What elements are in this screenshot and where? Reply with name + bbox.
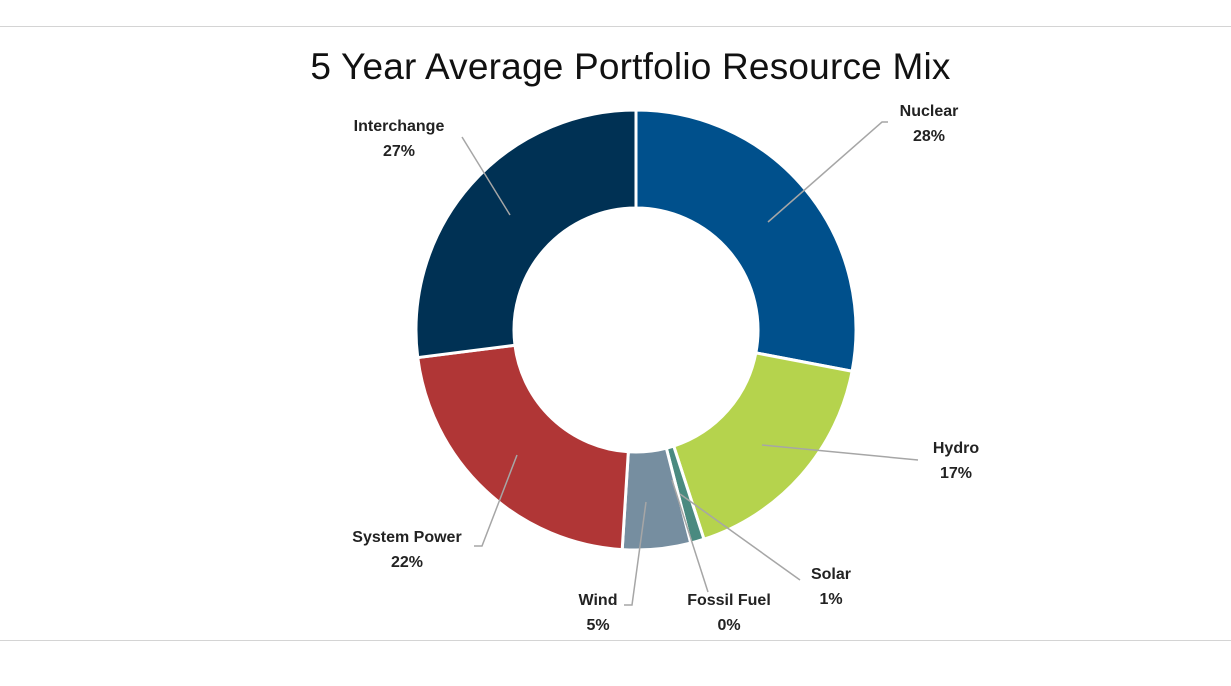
data-label-value: 0% bbox=[717, 617, 740, 634]
data-label-value: 28% bbox=[913, 128, 945, 145]
data-label-name: Hydro bbox=[933, 440, 979, 457]
data-label-name: Nuclear bbox=[900, 103, 959, 120]
slice-hydro bbox=[671, 351, 854, 542]
leader-line-interchange bbox=[461, 136, 511, 216]
data-label-hydro: Hydro 17% bbox=[933, 440, 979, 482]
leader-line-nuclear bbox=[767, 121, 888, 223]
leader-line-wind bbox=[624, 501, 647, 606]
data-label-nuclear: Nuclear 28% bbox=[900, 103, 959, 145]
data-label-value: 5% bbox=[586, 617, 609, 634]
data-label-value: 22% bbox=[391, 554, 423, 571]
data-label-name: Solar bbox=[811, 566, 851, 583]
data-label-name: System Power bbox=[352, 529, 461, 546]
leader-line-system-power bbox=[474, 454, 518, 547]
data-label-system-power: System Power 22% bbox=[352, 529, 461, 571]
bottom-divider bbox=[0, 640, 1231, 641]
data-label-name: Interchange bbox=[354, 118, 445, 135]
top-divider bbox=[0, 26, 1231, 27]
data-label-name: Wind bbox=[579, 592, 618, 609]
data-label-value: 17% bbox=[940, 465, 972, 482]
data-label-wind: Wind 5% bbox=[579, 592, 618, 634]
data-label-interchange: Interchange 27% bbox=[354, 118, 445, 160]
chart-title: 5 Year Average Portfolio Resource Mix bbox=[310, 46, 951, 87]
data-label-fossil-fuel: Fossil Fuel 0% bbox=[687, 592, 771, 634]
leader-line-fossil-fuel bbox=[671, 479, 709, 593]
slice-interchange bbox=[414, 108, 638, 360]
data-label-name: Fossil Fuel bbox=[687, 592, 771, 609]
data-label-value: 1% bbox=[819, 591, 842, 608]
data-label-solar: Solar 1% bbox=[811, 566, 851, 608]
slice-nuclear bbox=[634, 108, 858, 373]
leader-line-solar bbox=[679, 493, 801, 581]
leader-line-hydro bbox=[761, 444, 919, 461]
data-label-value: 27% bbox=[383, 143, 415, 160]
slice-system-power bbox=[416, 343, 630, 552]
